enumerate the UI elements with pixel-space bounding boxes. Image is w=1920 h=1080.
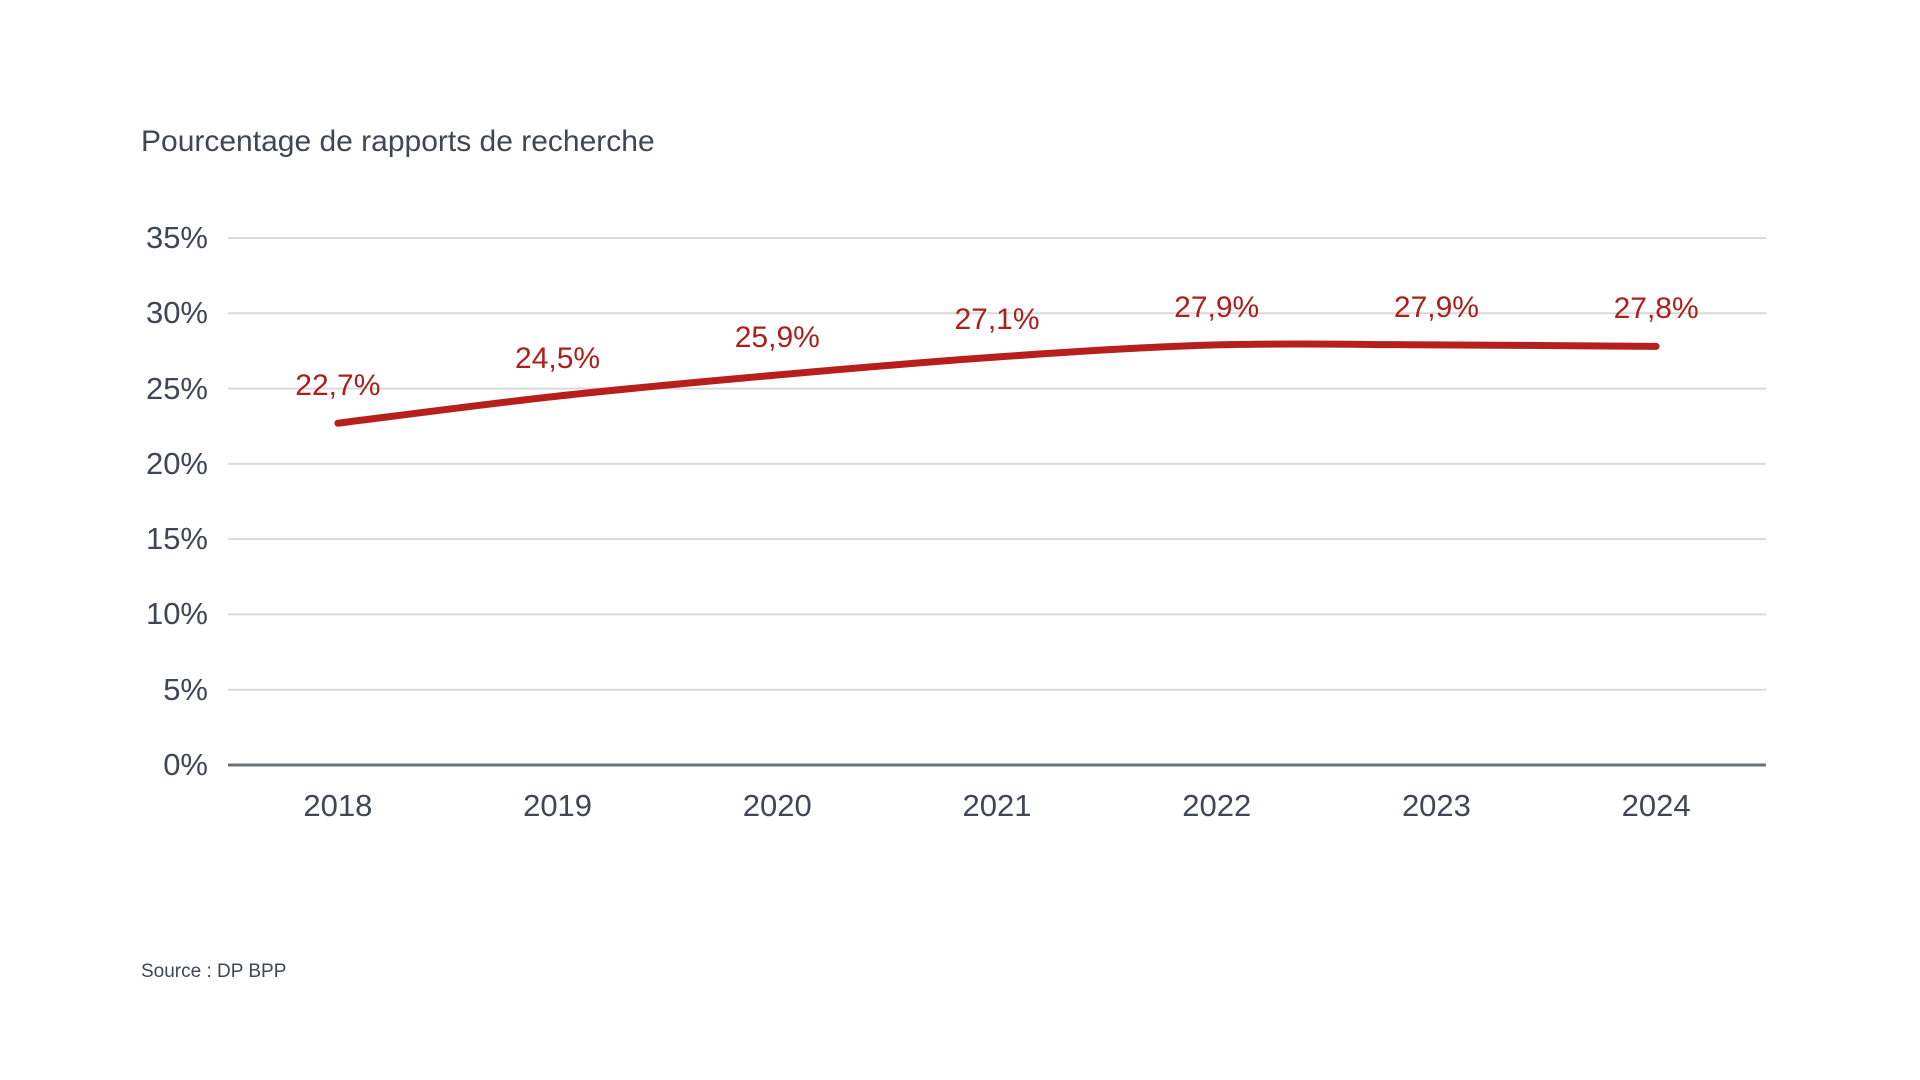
y-tick-label: 0% <box>163 747 208 782</box>
x-tick-label: 2022 <box>1182 788 1252 823</box>
y-tick-label: 25% <box>145 370 208 406</box>
data-point-label: 24,5% <box>515 342 601 376</box>
y-tick-label: 10% <box>145 596 208 632</box>
data-point-label: 27,9% <box>1174 290 1260 324</box>
y-tick-label: 20% <box>145 445 208 481</box>
data-point-label: 27,8% <box>1613 292 1699 326</box>
y-tick-label: 35% <box>145 220 208 255</box>
data-point-label: 22,7% <box>295 369 381 403</box>
data-point-label: 25,9% <box>734 321 820 355</box>
y-tick-label: 5% <box>163 671 208 707</box>
x-tick-label: 2020 <box>742 788 812 823</box>
chart-title: Pourcentage de rapports de recherche <box>141 125 655 158</box>
data-point-label: 27,1% <box>954 302 1040 336</box>
y-tick-label: 30% <box>145 295 208 331</box>
x-tick-label: 2018 <box>303 788 373 823</box>
x-tick-label: 2021 <box>962 788 1032 823</box>
series-line <box>334 340 1660 427</box>
x-tick-label: 2023 <box>1401 788 1471 823</box>
y-tick-label: 15% <box>145 521 208 557</box>
x-tick-label: 2019 <box>523 788 593 823</box>
data-point-label: 27,9% <box>1393 290 1479 324</box>
source-note: Source : DP BPP <box>141 961 287 982</box>
x-tick-label: 2024 <box>1621 788 1691 823</box>
